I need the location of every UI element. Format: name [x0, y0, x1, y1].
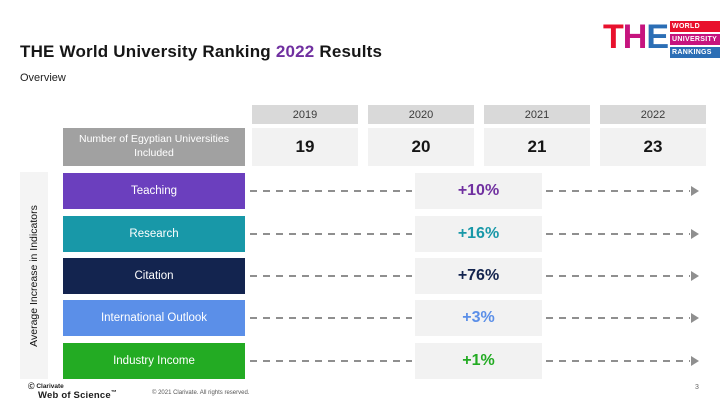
- indicator-row-industry-income: Industry Income +1%: [0, 343, 720, 379]
- logo-word-bars: WORLD UNIVERSITY RANKINGS: [670, 21, 720, 58]
- title-prefix: THE World University Ranking: [20, 42, 276, 61]
- indicator-row-research: Research +16%: [0, 216, 720, 252]
- indicator-bar: Industry Income: [63, 343, 245, 379]
- arrow-right-icon: [691, 186, 699, 196]
- year-header-2022: 2022: [600, 105, 706, 124]
- dashed-connector-left: [250, 190, 412, 192]
- logo-bar-rankings: RANKINGS: [670, 47, 720, 58]
- dashed-connector-right: [546, 190, 690, 192]
- clarivate-web-of-science-logo: Ⓒ Clarivate Web of Science™: [28, 380, 117, 401]
- indicator-value: +10%: [415, 173, 542, 209]
- indicator-row-international-outlook: International Outlook +3%: [0, 300, 720, 336]
- indicator-value: +1%: [415, 343, 542, 379]
- indicator-value: +16%: [415, 216, 542, 252]
- page-number: 3: [695, 384, 699, 391]
- logo-bar-world: WORLD: [670, 21, 720, 32]
- logo-letter-h: H: [622, 18, 648, 56]
- dashed-connector-left: [250, 233, 412, 235]
- dashed-connector-right: [546, 317, 690, 319]
- count-2019: 19: [252, 128, 358, 166]
- the-rankings-logo: T H E WORLD UNIVERSITY RANKINGS: [603, 17, 720, 58]
- subtitle: Overview: [20, 72, 66, 84]
- title-suffix: Results: [314, 42, 383, 61]
- copyright-notice: © 2021 Clarivate. All rights reserved.: [152, 390, 250, 396]
- indicator-bar: International Outlook: [63, 300, 245, 336]
- trademark-symbol: ™: [110, 390, 118, 396]
- indicator-bar: Research: [63, 216, 245, 252]
- count-2021: 21: [484, 128, 590, 166]
- dashed-connector-right: [546, 360, 690, 362]
- page-title: THE World University Ranking 2022 Result…: [20, 42, 382, 62]
- indicator-value: +76%: [415, 258, 542, 294]
- dashed-connector-left: [250, 317, 412, 319]
- dashed-connector-left: [250, 360, 412, 362]
- web-of-science-wordmark: Web of Science: [38, 390, 111, 402]
- count-2020: 20: [368, 128, 474, 166]
- the-logo-letters: T H E: [603, 17, 669, 57]
- arrow-right-icon: [691, 313, 699, 323]
- logo-bar-university: UNIVERSITY: [670, 34, 720, 45]
- year-header-2019: 2019: [252, 105, 358, 124]
- dashed-connector-left: [250, 275, 412, 277]
- arrow-right-icon: [691, 271, 699, 281]
- arrow-right-icon: [691, 229, 699, 239]
- year-header-2021: 2021: [484, 105, 590, 124]
- indicator-bar: Teaching: [63, 173, 245, 209]
- row-label-universities-included: Number of Egyptian Universities Included: [63, 128, 245, 166]
- logo-letter-t: T: [603, 18, 624, 56]
- indicator-bar: Citation: [63, 258, 245, 294]
- indicator-row-teaching: Teaching +10%: [0, 173, 720, 209]
- count-2022: 23: [600, 128, 706, 166]
- axis-strip: Average Increase in Indicators: [20, 172, 48, 379]
- clarivate-mark-icon: Ⓒ: [28, 383, 35, 390]
- logo-letter-e: E: [646, 18, 669, 56]
- year-header-2020: 2020: [368, 105, 474, 124]
- dashed-connector-right: [546, 275, 690, 277]
- indicator-row-citation: Citation +76%: [0, 258, 720, 294]
- indicator-value: +3%: [415, 300, 542, 336]
- arrow-right-icon: [691, 356, 699, 366]
- clarivate-brand: Clarivate: [36, 383, 64, 390]
- dashed-connector-right: [546, 233, 690, 235]
- title-year: 2022: [275, 42, 315, 61]
